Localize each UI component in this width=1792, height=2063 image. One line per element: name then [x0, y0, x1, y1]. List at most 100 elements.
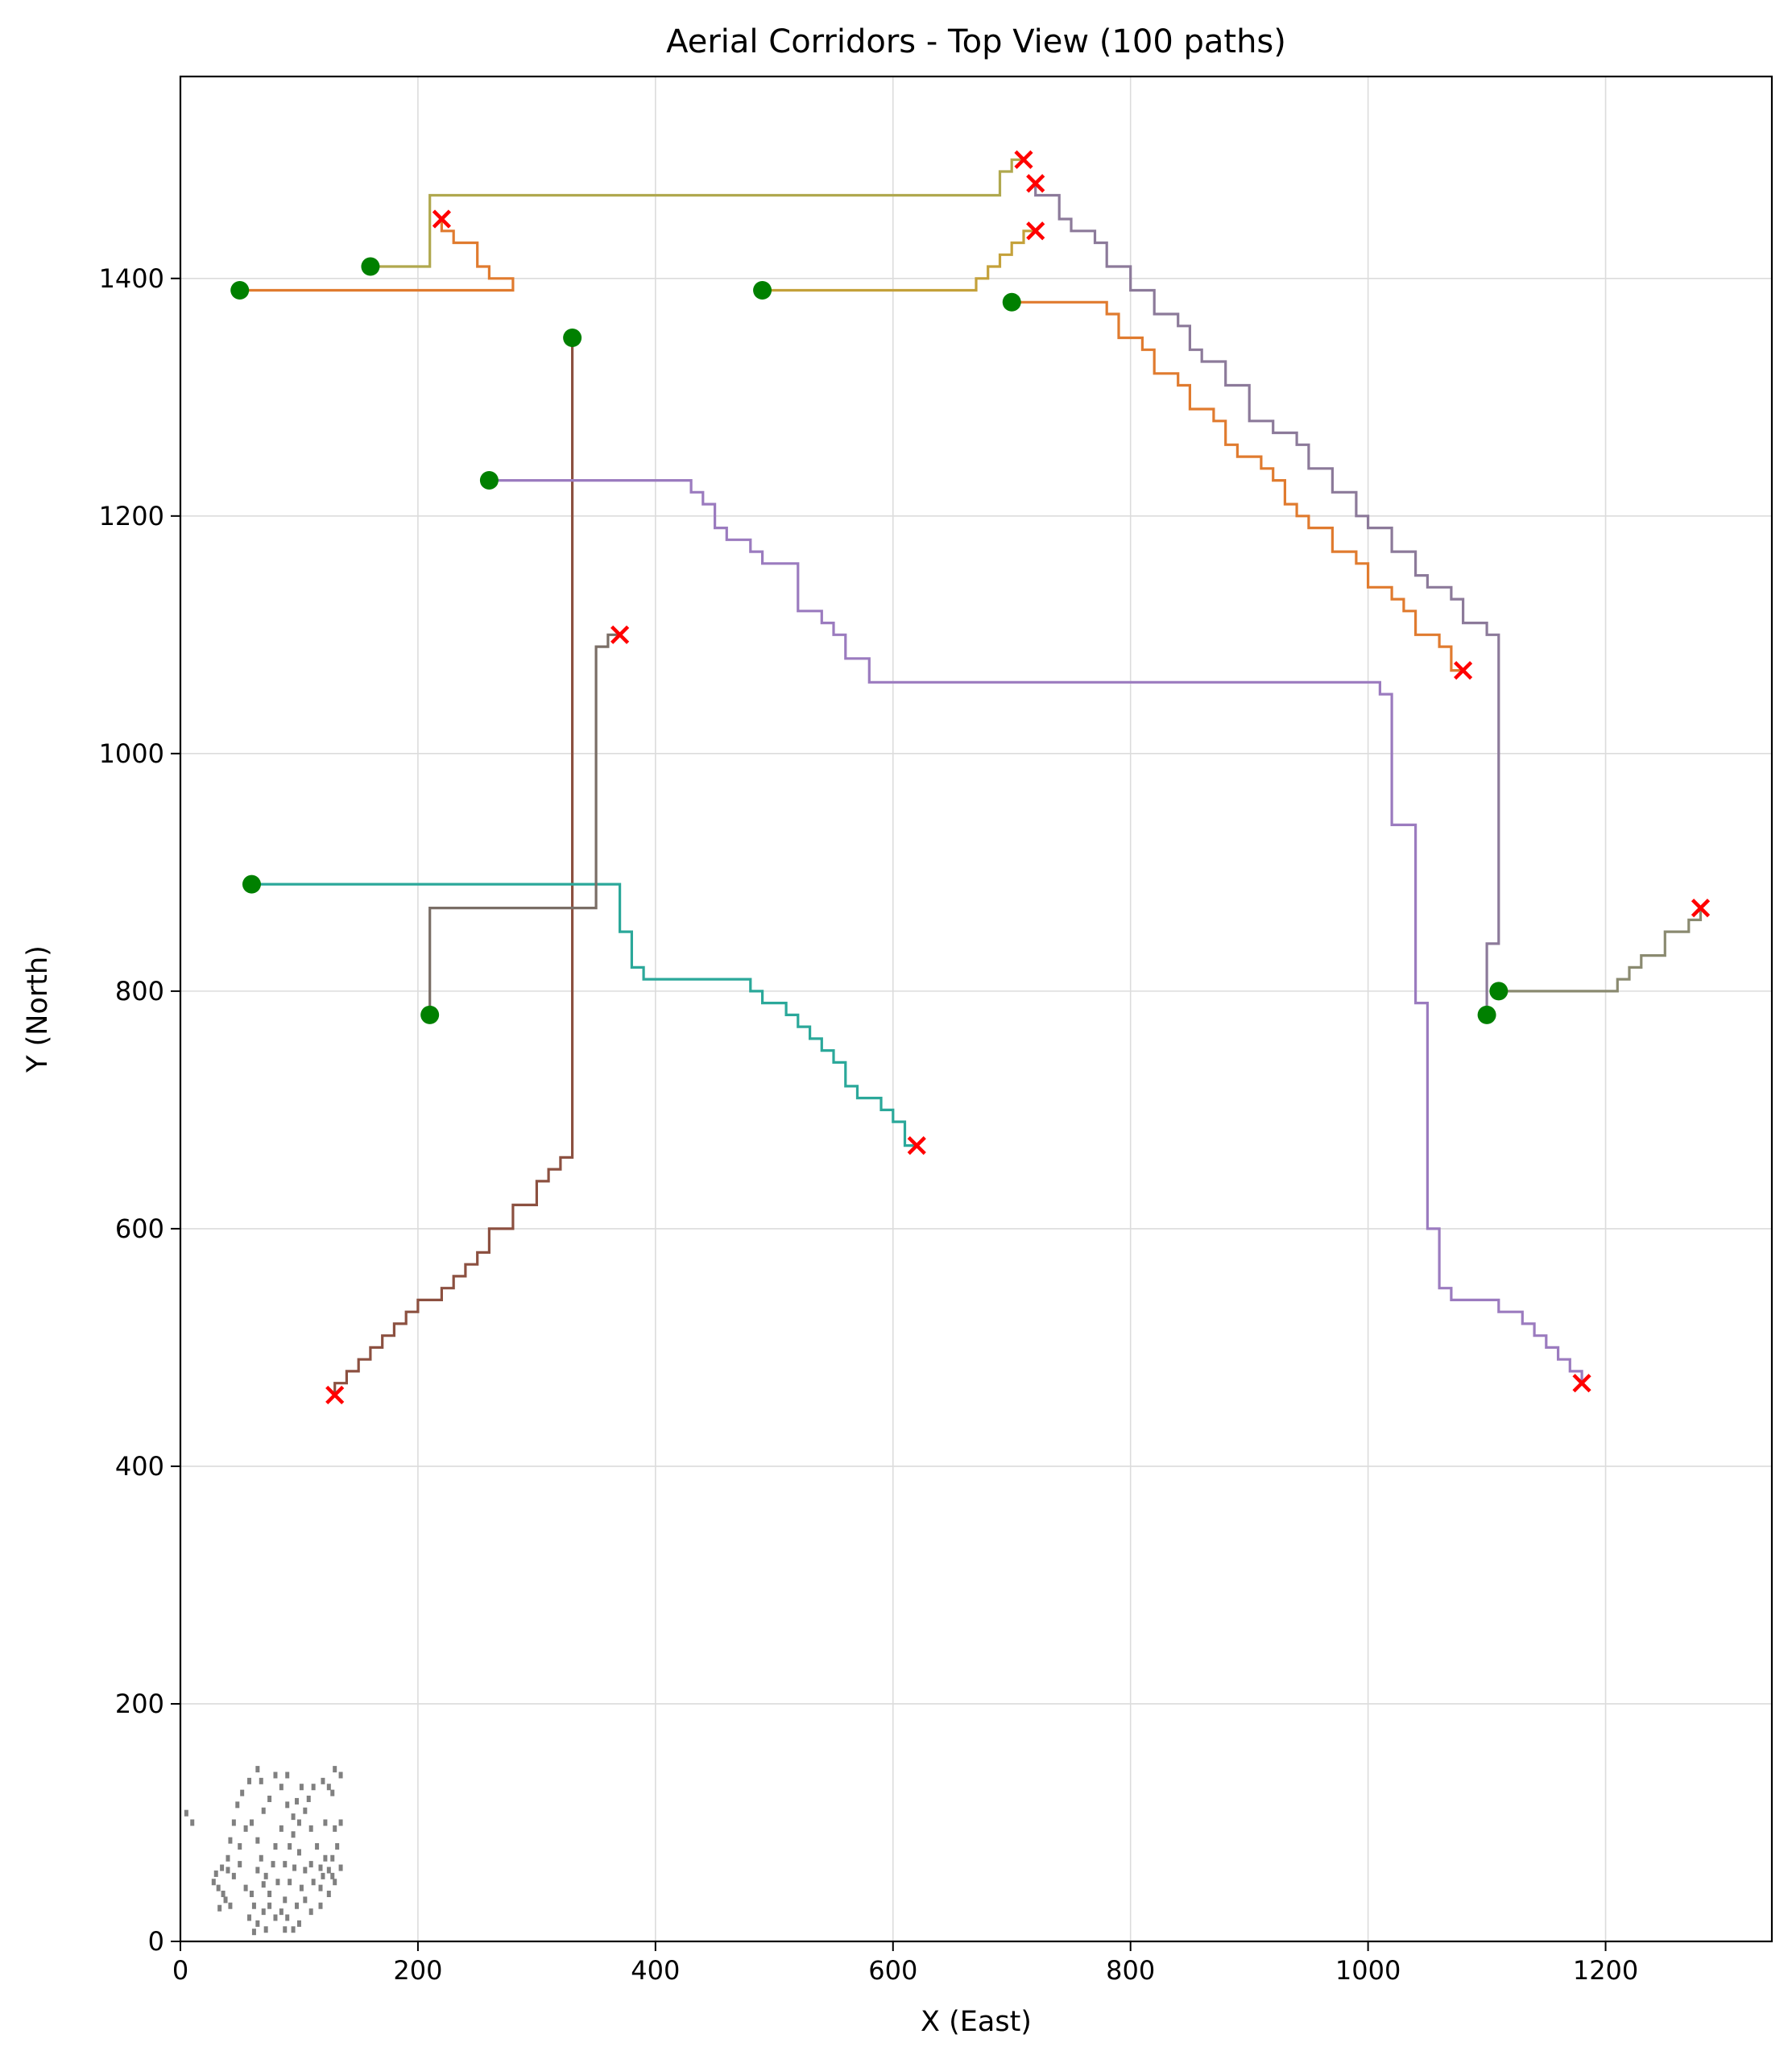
- obstacle-mark: [311, 1784, 316, 1791]
- obstacle-mark: [285, 1801, 290, 1809]
- chart-title: Aerial Corridors - Top View (100 paths): [666, 23, 1286, 60]
- obstacle-mark: [296, 1920, 301, 1927]
- obstacle-mark: [263, 1872, 268, 1879]
- obstacle-mark: [291, 1926, 296, 1933]
- end-point: [1026, 221, 1045, 241]
- obstacle-mark: [216, 1884, 221, 1891]
- obstacle-mark: [279, 1825, 283, 1832]
- x-ticks: 0 200 400 600 800 1000 1200: [172, 1941, 1638, 1986]
- obstacle-mark: [255, 1920, 260, 1927]
- end-point: [1691, 899, 1711, 918]
- obstacle-mark: [249, 1819, 254, 1826]
- end-point: [1454, 660, 1473, 680]
- obstacle-mark: [247, 1914, 252, 1921]
- series-line: [428, 633, 620, 1015]
- obstacle-mark: [217, 1904, 222, 1912]
- obstacle-mark: [283, 1926, 288, 1933]
- obstacle-mark: [323, 1819, 328, 1826]
- obstacle-mark: [321, 1777, 325, 1784]
- obstacle-mark: [333, 1766, 337, 1773]
- obstacle-mark: [296, 1819, 301, 1826]
- y-tick-label: 1000: [99, 738, 164, 769]
- x-tick-label: 200: [393, 1955, 442, 1986]
- obstacle-mark: [321, 1872, 325, 1879]
- obstacle-mark: [326, 1867, 331, 1874]
- obstacle-mark: [228, 1902, 233, 1909]
- obstacle-mark: [285, 1914, 290, 1921]
- obstacle-mark: [306, 1795, 311, 1802]
- obstacle-mark: [231, 1872, 236, 1879]
- series-line: [1498, 907, 1703, 993]
- obstacle-mark: [318, 1884, 323, 1891]
- obstacle-mark: [279, 1908, 283, 1916]
- start-point: [420, 1005, 440, 1024]
- series-line: [333, 337, 574, 1395]
- y-tick-label: 400: [115, 1451, 164, 1482]
- obstacle-mark: [240, 1789, 245, 1796]
- obstacle-mark: [292, 1864, 297, 1871]
- start-point: [230, 281, 250, 300]
- obstacle-mark: [273, 1842, 278, 1850]
- obstacle-mark: [184, 1809, 188, 1817]
- end-point: [907, 1136, 926, 1156]
- obstacle-mark: [296, 1849, 301, 1856]
- start-point: [1489, 982, 1509, 1001]
- obstacle-mark: [288, 1842, 292, 1850]
- start-point: [479, 471, 499, 490]
- obstacle-mark: [271, 1861, 275, 1868]
- obstacle-mark: [279, 1784, 283, 1791]
- obstacle-mark: [308, 1861, 313, 1868]
- series-line: [762, 229, 1036, 292]
- obstacle-mark: [283, 1861, 288, 1868]
- start-point: [563, 329, 582, 348]
- obstacle-mark: [273, 1914, 278, 1921]
- series-line: [251, 883, 917, 1147]
- obstacle-mark: [303, 1867, 308, 1874]
- obstacle-mark: [267, 1795, 272, 1802]
- y-tick-label: 0: [148, 1926, 164, 1957]
- y-tick-label: 200: [115, 1689, 164, 1719]
- obstacle-mark: [308, 1825, 313, 1832]
- obstacle-mark: [221, 1890, 226, 1897]
- markers: [230, 150, 1711, 1405]
- end-point: [1572, 1374, 1591, 1393]
- obstacle-mark: [238, 1861, 242, 1868]
- obstacle-mark: [338, 1772, 343, 1779]
- obstacle-mark: [295, 1797, 300, 1805]
- series-line: [1012, 300, 1463, 672]
- x-tick-label: 1000: [1335, 1955, 1401, 1986]
- obstacle-mark: [255, 1766, 260, 1773]
- obstacle-mark: [318, 1902, 323, 1909]
- obstacle-mark: [303, 1807, 308, 1814]
- series-line: [489, 479, 1583, 1383]
- obstacle-mark: [220, 1864, 225, 1871]
- y-tick-label: 600: [115, 1213, 164, 1244]
- obstacle-mark: [247, 1777, 252, 1784]
- obstacle-mark: [303, 1896, 308, 1904]
- end-point: [432, 209, 452, 229]
- x-axis-label: X (East): [921, 2006, 1032, 2038]
- obstacle-mark: [335, 1842, 340, 1850]
- obstacle-mark: [326, 1890, 331, 1897]
- x-tick-label: 800: [1106, 1955, 1155, 1986]
- obstacle-mark: [243, 1884, 248, 1891]
- obstacle-mark: [333, 1825, 337, 1832]
- obstacle-mark: [190, 1819, 195, 1826]
- x-tick-label: 1200: [1573, 1955, 1638, 1986]
- obstacle-mark: [231, 1819, 236, 1826]
- obstacle-mark: [338, 1864, 343, 1871]
- obstacle-mark: [333, 1879, 337, 1886]
- plot-frame: [179, 75, 1773, 1943]
- start-point: [361, 257, 380, 276]
- obstacle-mark: [318, 1864, 323, 1871]
- obstacle-mark: [330, 1854, 335, 1862]
- obstacle-mark: [226, 1854, 230, 1862]
- obstacle-mark: [323, 1854, 328, 1862]
- obstacle-mark: [263, 1926, 268, 1933]
- obstacle-mark: [261, 1908, 266, 1916]
- series-line: [1034, 183, 1500, 1015]
- obstacle-mark: [291, 1813, 296, 1821]
- obstacle-mark: [213, 1870, 218, 1877]
- obstacle-mark: [238, 1842, 242, 1850]
